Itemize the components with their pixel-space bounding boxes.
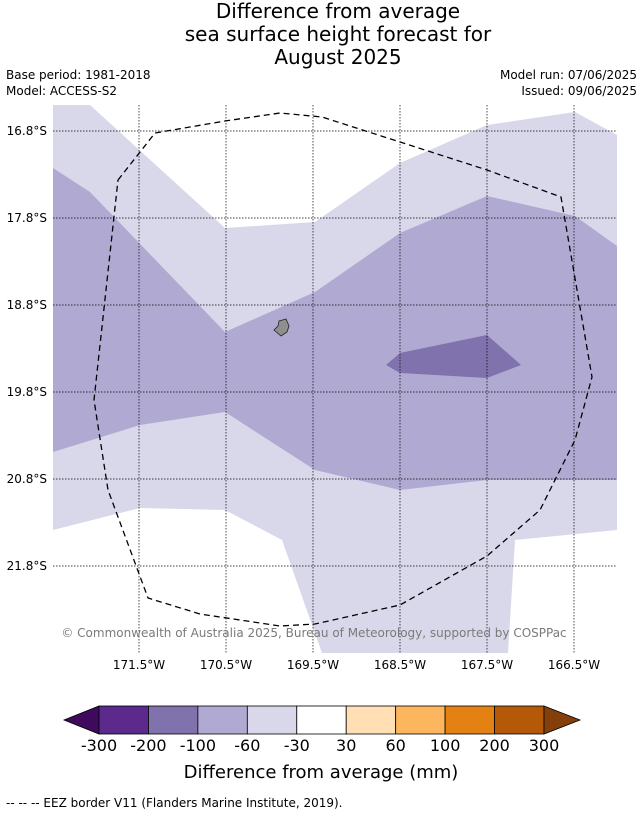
title-line-1: Difference from average: [215, 0, 461, 23]
colorbar-segment: [296, 705, 347, 735]
island: [273, 318, 290, 337]
lat-label: 21.8°S: [7, 559, 47, 573]
lon-label: 166.5°W: [548, 658, 600, 672]
eez-border: [93, 112, 593, 627]
colorbar-tick: 100: [430, 736, 461, 755]
map-area: [53, 105, 617, 653]
colorbar-tick: -100: [180, 736, 216, 755]
colorbar-tick: 30: [336, 736, 356, 755]
lon-label: 167.5°W: [461, 658, 513, 672]
colorbar-tick: -300: [81, 736, 117, 755]
graticule: [53, 105, 617, 653]
colorbar-segment: [148, 705, 199, 735]
lon-label: 169.5°W: [287, 658, 339, 672]
colorbar-segment: [444, 705, 495, 735]
model-run: Model run: 07/06/2025: [499, 68, 637, 82]
eez-legend: -- -- -- EEZ border V11 (Flanders Marine…: [6, 796, 343, 810]
longitude-labels: 171.5°W 170.5°W 169.5°W 168.5°W 167.5°W 166.5…: [113, 658, 600, 672]
issued-date: Issued: 09/06/2025: [521, 84, 637, 98]
colorbar-segment: [98, 705, 149, 735]
colorbar-tick: 200: [479, 736, 510, 755]
title-line-3: August 2025: [274, 45, 402, 69]
colorbar-tick: -30: [284, 736, 310, 755]
title-line-2: sea surface height forecast for: [184, 22, 492, 46]
lat-label: 20.8°S: [7, 472, 47, 486]
map-title: Difference from average sea surface heig…: [0, 0, 644, 69]
colorbar-segment: [395, 705, 446, 735]
model-name: Model: ACCESS-S2: [6, 84, 118, 98]
latitude-labels: 16.8°S 17.8°S 18.8°S 19.8°S 20.8°S 21.8°S: [7, 124, 47, 573]
lat-label: 19.8°S: [7, 385, 47, 399]
lon-label: 168.5°W: [374, 658, 426, 672]
lon-label: 170.5°W: [200, 658, 252, 672]
meta-left: Base period: 1981-2018 Model: ACCESS-S2: [6, 67, 151, 99]
copyright-notice: © Commonwealth of Australia 2025, Bureau…: [61, 626, 566, 640]
colorbar-label: Difference from average (mm): [184, 762, 459, 783]
base-period: Base period: 1981-2018: [6, 68, 151, 82]
colorbar-tick: 60: [385, 736, 405, 755]
colorbar-extend-low: [62, 705, 100, 735]
meta-right: Model run: 07/06/2025 Issued: 09/06/2025: [500, 67, 637, 99]
colorbar: -300 -200 -100 -60 -30 30 60 100 200 300: [62, 705, 582, 755]
colorbar-segment: [494, 705, 545, 735]
colorbar-tick: 300: [529, 736, 560, 755]
colorbar-segment: [246, 705, 298, 735]
colorbar-segment: [345, 705, 397, 735]
colorbar-extend-high: [543, 705, 582, 735]
colorbar-segment: [197, 705, 248, 735]
colorbar-tick: -60: [234, 736, 260, 755]
lat-label: 16.8°S: [7, 124, 47, 138]
colorbar-tick: -200: [130, 736, 166, 755]
anomaly-band-mid: [53, 168, 617, 490]
lon-label: 171.5°W: [113, 658, 165, 672]
lat-label: 17.8°S: [7, 211, 47, 225]
lat-label: 18.8°S: [7, 298, 47, 312]
